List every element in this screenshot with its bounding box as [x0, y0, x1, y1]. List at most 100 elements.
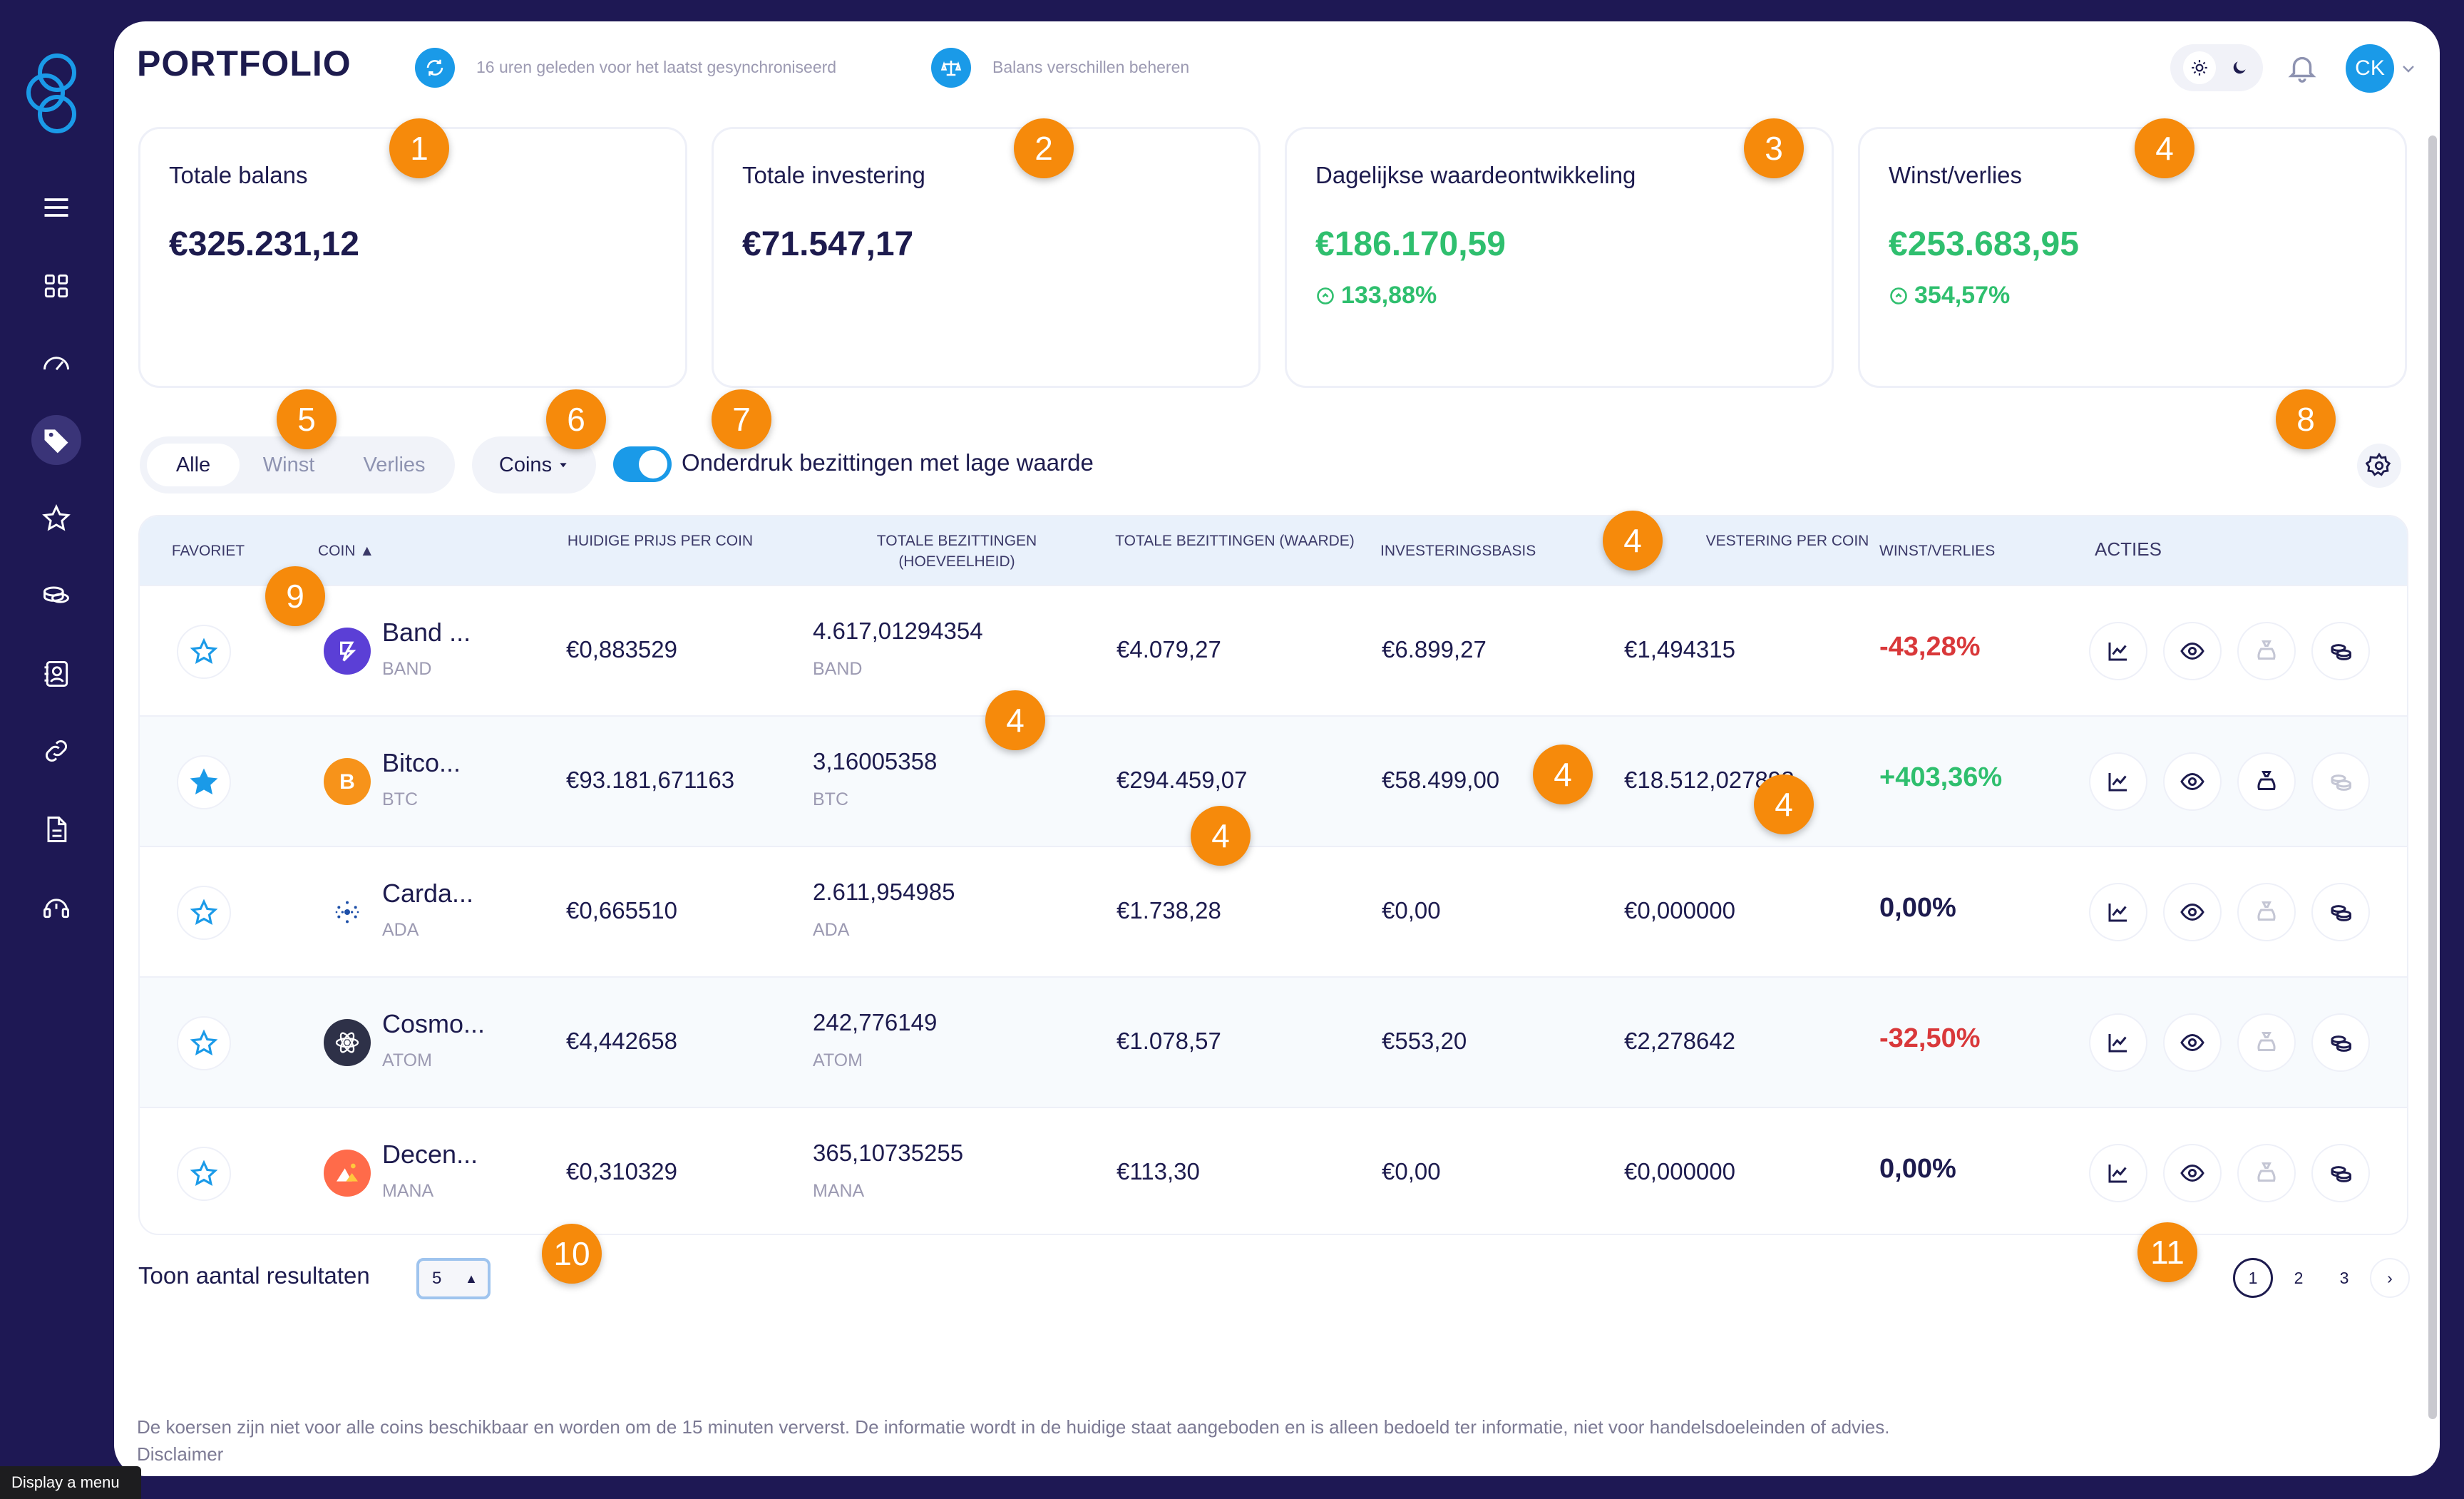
coin-quantity: 365,10735255	[813, 1140, 964, 1166]
cardano-logo-icon	[324, 889, 371, 936]
coin-quantity: 3,16005358	[813, 748, 938, 774]
menu-tooltip: Display a menu	[0, 1466, 141, 1499]
th-value[interactable]: TOTALE BEZITTINGEN (WAARDE)	[1115, 533, 1355, 549]
coin-price: €0,310329	[566, 1158, 677, 1185]
sync-icon[interactable]	[415, 48, 455, 88]
eye-button[interactable]	[2163, 622, 2222, 680]
menu-icon[interactable]	[31, 183, 81, 232]
chart-button[interactable]	[2089, 752, 2147, 811]
page-1[interactable]: 1	[2233, 1258, 2273, 1298]
gauge-icon[interactable]	[31, 338, 81, 388]
coins-stack-button[interactable]	[2311, 1144, 2370, 1202]
table-row[interactable]: B Bitco... BTC €93.181,671163 3,16005358…	[140, 715, 2407, 846]
page-next[interactable]: ›	[2370, 1258, 2410, 1298]
money-bag-button[interactable]	[2237, 752, 2296, 811]
coin-name[interactable]: Decen...	[382, 1140, 478, 1169]
sidebar	[0, 0, 113, 1499]
star-icon	[190, 899, 218, 926]
page-3[interactable]: 3	[2339, 1268, 2349, 1287]
scrollbar[interactable]	[2428, 135, 2437, 1419]
user-avatar[interactable]: CK	[2346, 44, 2394, 93]
coin-quantity-symbol: BTC	[813, 789, 848, 809]
coins-stack-icon	[2328, 1030, 2353, 1055]
coin-name[interactable]: Cosmo...	[382, 1009, 486, 1038]
chart-button[interactable]	[2089, 1013, 2147, 1072]
table-row[interactable]: Cosmo... ATOM €4,442658 242,776149 ATOM …	[140, 976, 2407, 1107]
coins-dropdown[interactable]: Coins	[472, 436, 596, 493]
table-row[interactable]: Decen... MANA €0,310329 365,10735255 MAN…	[140, 1107, 2407, 1234]
coin-name[interactable]: Carda...	[382, 879, 474, 908]
chart-button[interactable]	[2089, 622, 2147, 680]
page-2[interactable]: 2	[2294, 1268, 2304, 1287]
money-bag-button[interactable]	[2237, 883, 2296, 941]
filter-profit[interactable]: Winst	[262, 454, 315, 476]
eye-button[interactable]	[2163, 1144, 2222, 1202]
contacts-icon[interactable]	[31, 649, 81, 699]
coin-profit-loss: 0,00%	[1879, 1154, 1956, 1184]
money-bag-button[interactable]	[2237, 622, 2296, 680]
chart-button[interactable]	[2089, 1144, 2147, 1202]
th-per-coin[interactable]: VESTERING PER COIN	[1705, 533, 1869, 549]
per-page-select[interactable]: 5 ▲	[416, 1258, 491, 1299]
money-bag-button[interactable]	[2237, 1013, 2296, 1072]
coin-name[interactable]: Bitco...	[382, 748, 461, 777]
table-row[interactable]: Band ... BAND €0,883529 4.617,01294354 B…	[140, 585, 2407, 715]
favorite-toggle[interactable]	[177, 755, 231, 809]
card-percentage: 354,57%	[1889, 282, 2010, 309]
th-basis[interactable]: INVESTERINGSBASIS	[1380, 543, 1536, 559]
coins-stack-button[interactable]	[2311, 883, 2370, 941]
coins-stack-button[interactable]	[2311, 1013, 2370, 1072]
theme-toggle[interactable]	[2170, 44, 2263, 91]
cosmos-logo-icon	[324, 1019, 371, 1066]
coin-value: €113,30	[1116, 1158, 1200, 1185]
eye-button[interactable]	[2163, 1013, 2222, 1072]
balance-diff-link[interactable]: Balans verschillen beheren	[992, 58, 1190, 76]
eye-button[interactable]	[2163, 883, 2222, 941]
coin-value: €1.078,57	[1116, 1028, 1221, 1054]
favorite-toggle[interactable]	[177, 625, 231, 679]
star-icon[interactable]	[31, 493, 81, 543]
coins-dropdown-label: Coins	[498, 453, 553, 476]
holdings-table: FAVORIET COIN ▲ HUIDIGE PRIJS PER COIN T…	[138, 515, 2408, 1235]
balance-scale-icon[interactable]	[931, 48, 971, 88]
favorite-toggle[interactable]	[177, 1147, 231, 1201]
link-icon[interactable]	[31, 726, 81, 776]
filter-loss[interactable]: Verlies	[363, 454, 426, 476]
filter-all[interactable]: Alle	[147, 444, 240, 486]
eye-icon	[2180, 899, 2205, 925]
money-bag-icon	[2254, 769, 2279, 794]
chevron-down-icon[interactable]	[2400, 60, 2417, 77]
band-protocol-logo-icon	[324, 628, 371, 675]
star-icon	[190, 1160, 218, 1187]
low-value-toggle[interactable]	[613, 446, 672, 482]
decentraland-logo-icon	[324, 1150, 371, 1197]
app-logo-icon[interactable]	[20, 48, 83, 140]
favorite-toggle[interactable]	[177, 886, 231, 940]
arrow-up-circle-icon	[1317, 287, 1334, 305]
coin-name[interactable]: Band ...	[382, 618, 471, 647]
th-quantity[interactable]: TOTALE BEZITTINGEN (HOEVEELHEID)	[876, 533, 1037, 570]
card-label: Dagelijkse waardeontwikkeling	[1315, 162, 1636, 188]
th-coin[interactable]: COIN ▲	[318, 543, 375, 559]
coins-icon[interactable]	[31, 571, 81, 620]
coin-investment-per-coin: €0,000000	[1624, 1158, 1735, 1185]
document-icon[interactable]	[31, 804, 81, 854]
coins-stack-button[interactable]	[2311, 622, 2370, 680]
tag-icon[interactable]	[31, 415, 81, 465]
th-price[interactable]: HUIDIGE PRIJS PER COIN	[567, 533, 754, 549]
support-icon[interactable]	[31, 881, 81, 931]
chart-button[interactable]	[2089, 883, 2147, 941]
table-row[interactable]: Carda... ADA €0,665510 2.611,954985 ADA …	[140, 846, 2407, 976]
star-icon	[190, 638, 218, 665]
moon-icon[interactable]	[2223, 51, 2256, 84]
money-bag-button[interactable]	[2237, 1144, 2296, 1202]
disclaimer-link[interactable]: Disclaimer	[137, 1443, 224, 1465]
coins-stack-button[interactable]	[2311, 752, 2370, 811]
favorite-toggle[interactable]	[177, 1016, 231, 1070]
eye-button[interactable]	[2163, 752, 2222, 811]
settings-button[interactable]	[2357, 444, 2401, 488]
sun-icon[interactable]	[2183, 51, 2216, 84]
dashboard-grid-icon[interactable]	[31, 261, 81, 311]
th-profit-loss[interactable]: WINST/VERLIES	[1879, 543, 1996, 559]
bell-icon[interactable]	[2286, 51, 2319, 84]
